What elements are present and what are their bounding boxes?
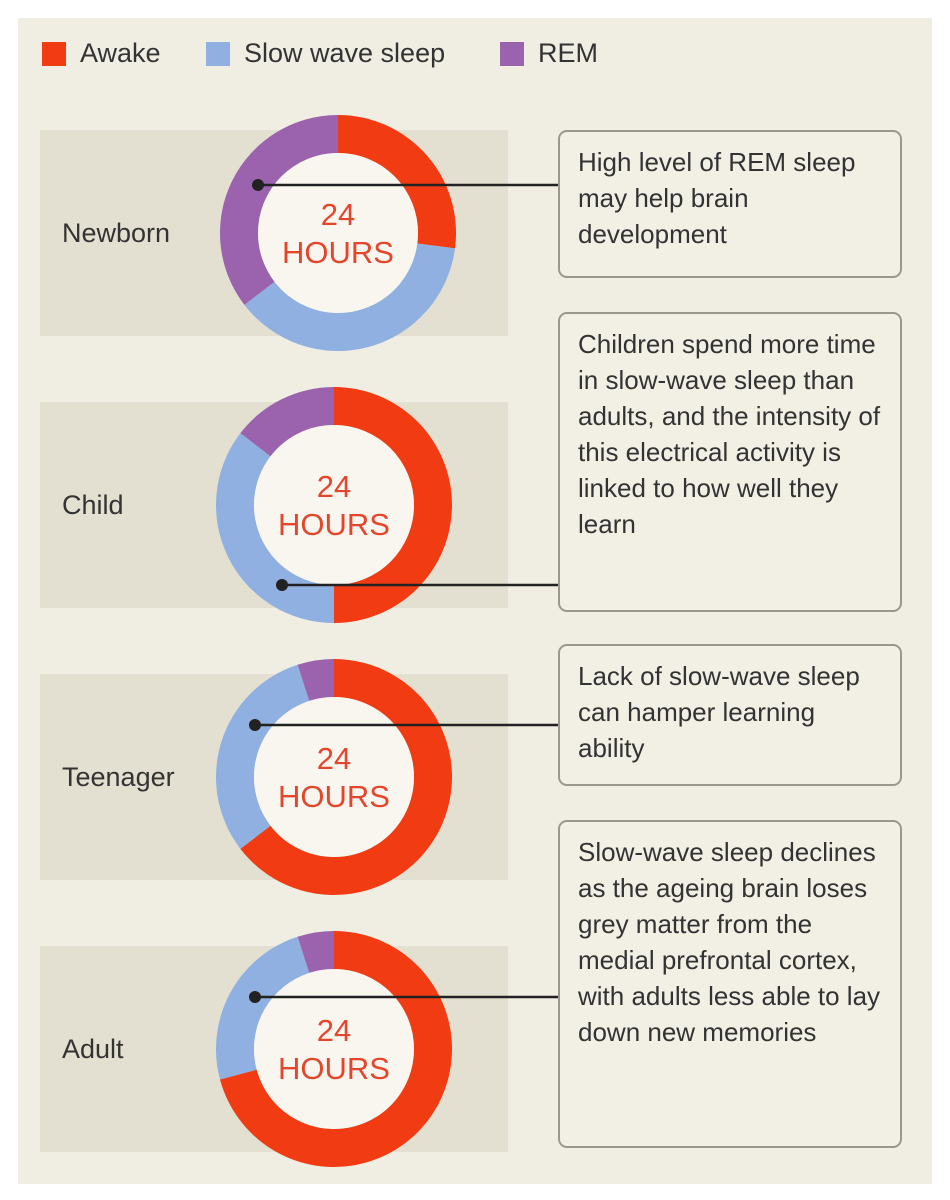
legend-label-rem: REM [538,38,598,68]
note-child: Children spend more time in slow-wave sl… [558,312,902,612]
legend-label-slow-wave-sleep: Slow wave sleep [244,38,446,68]
pointer-dot-child [276,579,288,591]
donut-segment-child-awake [334,387,452,623]
donut-segment-adult-rem [297,931,334,973]
row-label-teenager: Teenager [62,762,175,792]
donut-segment-child-slow-wave-sleep [215,433,334,623]
donut-hole-teenager [254,697,414,857]
row-label-newborn: Newborn [62,218,171,248]
center-label-adult-0: 24 [317,1013,351,1048]
row-label-adult: Adult [62,1034,124,1064]
center-label-teenager-0: 24 [317,741,351,776]
legend-item-rem: REM [500,38,598,69]
donut-segment-teenager-awake [240,659,452,896]
donut-segment-teenager-rem [297,659,334,701]
center-label-newborn-0: 24 [321,197,355,232]
pointer-dot-teenager [249,719,261,731]
center-label-child-1: HOURS [278,507,390,542]
center-label-child-0: 24 [317,469,351,504]
donut-hole-newborn [258,153,418,313]
legend-item-awake: Awake [42,38,161,69]
donut-hole-child [254,425,414,585]
donut-segment-newborn-awake [338,115,456,249]
row-label-child: Child [62,490,124,520]
legend-swatch-slow-wave-sleep [206,41,230,66]
donut-segment-teenager-slow-wave-sleep [215,664,310,849]
note-teenager: Lack of slow-wave sleep can hamper learn… [558,644,902,786]
pointer-dot-newborn [252,179,264,191]
legend-swatch-awake [42,41,66,66]
legend-swatch-rem [500,41,524,66]
center-label-adult-1: HOURS [278,1051,390,1086]
donut-segment-adult-slow-wave-sleep [216,936,310,1080]
center-label-newborn-1: HOURS [282,235,394,270]
legend-label-awake: Awake [80,38,161,68]
donut-segment-adult-awake [220,931,453,1167]
donut-segment-newborn-slow-wave-sleep [244,243,455,351]
pointer-dot-adult [249,991,261,1003]
note-adult: Slow-wave sleep declines as the ageing b… [558,820,902,1148]
donut-segment-newborn-rem [219,114,338,305]
donut-hole-adult [254,969,414,1129]
donut-segment-child-rem [240,387,334,457]
center-label-teenager-1: HOURS [278,779,390,814]
note-newborn: High level of REM sleep may help brain d… [558,130,902,278]
legend-item-slow-wave-sleep: Slow wave sleep [206,38,445,69]
